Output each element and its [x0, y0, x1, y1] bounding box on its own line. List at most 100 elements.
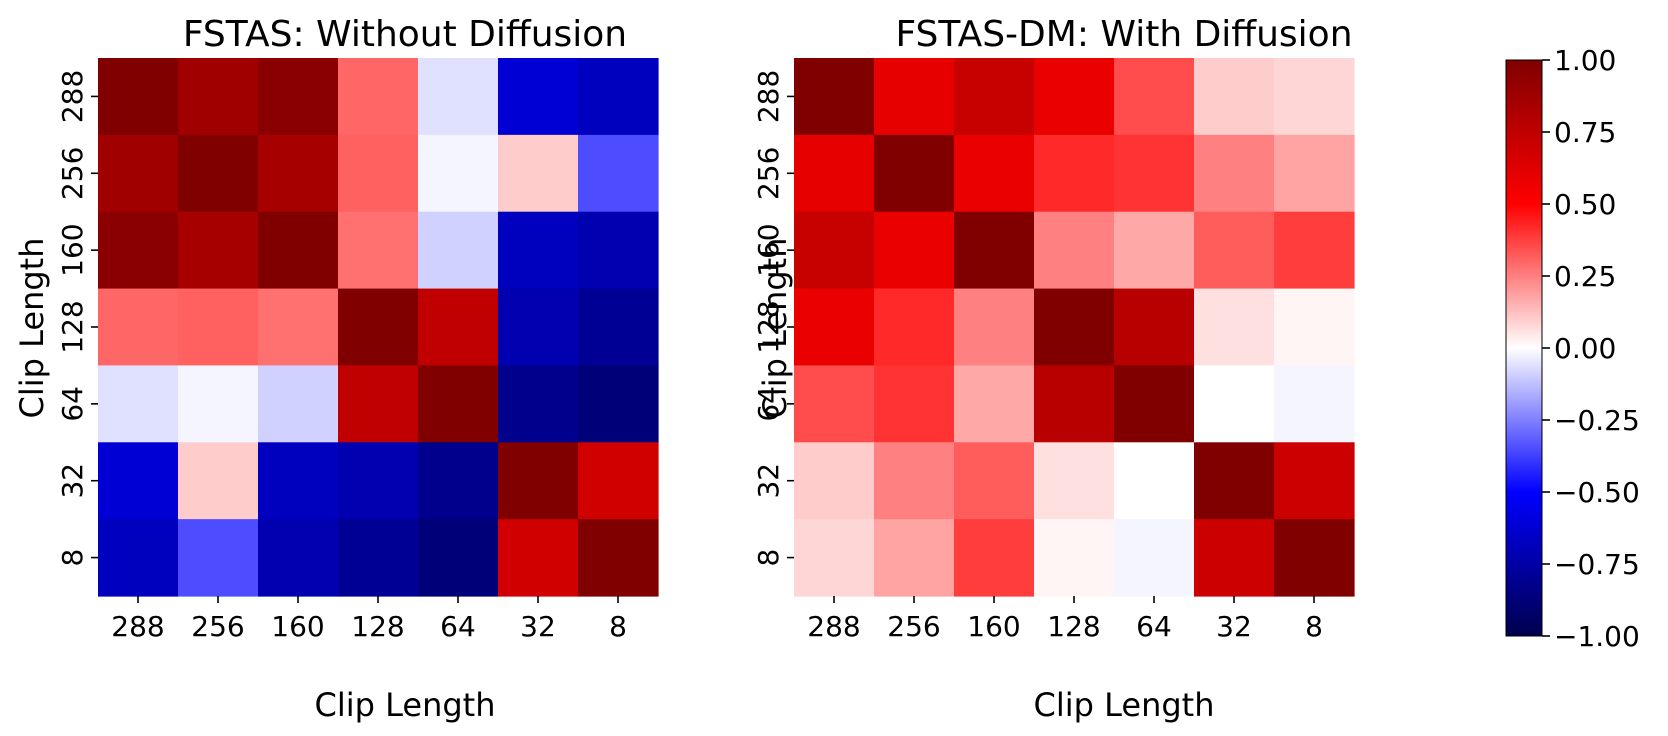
heatmap-cell — [498, 288, 579, 367]
heatmap-cell — [338, 519, 419, 597]
colorbar-tick-label: 0.00 — [1554, 332, 1616, 365]
heatmap-cell — [1034, 519, 1115, 597]
y-axis-label: Clip Length — [756, 238, 794, 419]
heatmap-cell — [418, 134, 499, 213]
heatmap-cell — [338, 365, 419, 443]
x-tick-label: 32 — [1216, 610, 1252, 643]
heatmap-cell — [498, 365, 579, 443]
heatmap-cell — [954, 519, 1035, 597]
y-axis-label: Clip Length — [13, 238, 51, 419]
heatmap-cell — [418, 442, 499, 520]
heatmap-cell — [178, 134, 259, 213]
heatmap-cell — [1194, 134, 1275, 213]
heatmap-cell — [418, 365, 499, 443]
heatmap-cell — [954, 58, 1035, 136]
heatmap-cell — [794, 288, 875, 367]
heatmap-cell — [1274, 442, 1355, 520]
heatmap-cell — [1114, 365, 1195, 443]
heatmap-cells — [794, 58, 1355, 597]
heatmap-cell — [794, 365, 875, 443]
colorbar-tick-label: 0.25 — [1554, 260, 1616, 293]
y-tick-label: 32 — [56, 463, 89, 499]
heatmap-cell — [874, 211, 955, 290]
heatmap-cell — [578, 58, 659, 136]
y-tick-label: 256 — [752, 147, 785, 200]
x-tick-label: 128 — [1047, 610, 1100, 643]
colorbar-tick-label: −0.25 — [1554, 404, 1640, 437]
y-tick-label: 256 — [56, 147, 89, 200]
heatmap-cell — [258, 288, 339, 367]
x-tick-label: 288 — [807, 610, 860, 643]
x-tick-label: 8 — [609, 610, 627, 643]
colorbar-tick-label: −0.75 — [1554, 548, 1640, 581]
heatmap-cell — [874, 288, 955, 367]
heatmap-cell — [578, 365, 659, 443]
heatmap-cell — [258, 134, 339, 213]
colorbar-tick-label: 0.50 — [1554, 188, 1616, 221]
x-tick-label: 64 — [1136, 610, 1172, 643]
heatmap-cell — [498, 442, 579, 520]
heatmap-cell — [954, 442, 1035, 520]
x-axis-label: Clip Length — [1034, 686, 1215, 724]
colorbar: 1.00 0.75 0.50 0.25 0.00 −0.25 −0.50 −0.75 −1.00 — [1505, 44, 1640, 653]
heatmap-title: FSTAS: Without Diffusion — [183, 14, 627, 55]
y-tick-label: 160 — [56, 223, 89, 276]
heatmap-cell — [954, 365, 1035, 443]
y-tick-label: 32 — [752, 463, 785, 499]
heatmap-cell — [498, 134, 579, 213]
heatmap-cell — [178, 58, 259, 136]
heatmap-cell — [1194, 58, 1275, 136]
heatmap-cell — [874, 134, 955, 213]
x-tick-label: 160 — [271, 610, 324, 643]
heatmap-cell — [794, 58, 875, 136]
y-tick-label: 288 — [56, 70, 89, 123]
heatmap-cell — [258, 442, 339, 520]
colorbar-tick-label: 0.75 — [1554, 116, 1616, 149]
heatmap-title: FSTAS-DM: With Diffusion — [895, 14, 1352, 55]
heatmap-cell — [1194, 519, 1275, 597]
x-tick-label: 64 — [440, 610, 476, 643]
heatmap-cell — [1194, 365, 1275, 443]
heatmap-cell — [258, 519, 339, 597]
heatmap-cell — [874, 519, 955, 597]
heatmap-cell — [1274, 58, 1355, 136]
y-tick-label: 64 — [752, 386, 785, 422]
heatmap-cell — [794, 134, 875, 213]
y-tick-label: 128 — [56, 300, 89, 353]
x-axis-label: Clip Length — [315, 686, 496, 724]
heatmap-cell — [874, 442, 955, 520]
heatmap-cell — [498, 211, 579, 290]
heatmap-cell — [418, 288, 499, 367]
heatmap-cell — [1034, 211, 1115, 290]
y-tick-label: 64 — [56, 386, 89, 422]
y-tick-label: 8 — [752, 549, 785, 567]
heatmap-cell — [338, 58, 419, 136]
heatmap-cell — [98, 58, 179, 136]
colorbar-tick-label: 1.00 — [1554, 44, 1616, 77]
heatmap-cell — [258, 365, 339, 443]
colorbar-gradient — [1506, 60, 1542, 636]
heatmap-cell — [258, 58, 339, 136]
heatmap-cell — [258, 211, 339, 290]
x-tick-label: 160 — [967, 610, 1020, 643]
y-tick-label: 288 — [752, 70, 785, 123]
heatmap-cell — [178, 519, 259, 597]
heatmap-cell — [338, 288, 419, 367]
heatmap-cell — [1034, 58, 1115, 136]
heatmap-cell — [1194, 288, 1275, 367]
heatmap-cell — [1114, 442, 1195, 520]
heatmap-cell — [178, 211, 259, 290]
colorbar-tick-label: −1.00 — [1554, 620, 1640, 653]
heatmap-cell — [418, 211, 499, 290]
heatmap-cell — [874, 365, 955, 443]
heatmap-cell — [178, 442, 259, 520]
heatmap-cell — [498, 58, 579, 136]
y-tick-labels: 288 256 160 128 64 32 8 — [752, 70, 794, 567]
heatmap-cell — [98, 519, 179, 597]
colorbar-ticks: 1.00 0.75 0.50 0.25 0.00 −0.25 −0.50 −0.75 −1.00 — [1542, 44, 1640, 653]
heatmap-cells — [98, 58, 659, 597]
heatmap-cell — [1274, 134, 1355, 213]
heatmap-cell — [338, 134, 419, 213]
heatmap-cell — [874, 58, 955, 136]
